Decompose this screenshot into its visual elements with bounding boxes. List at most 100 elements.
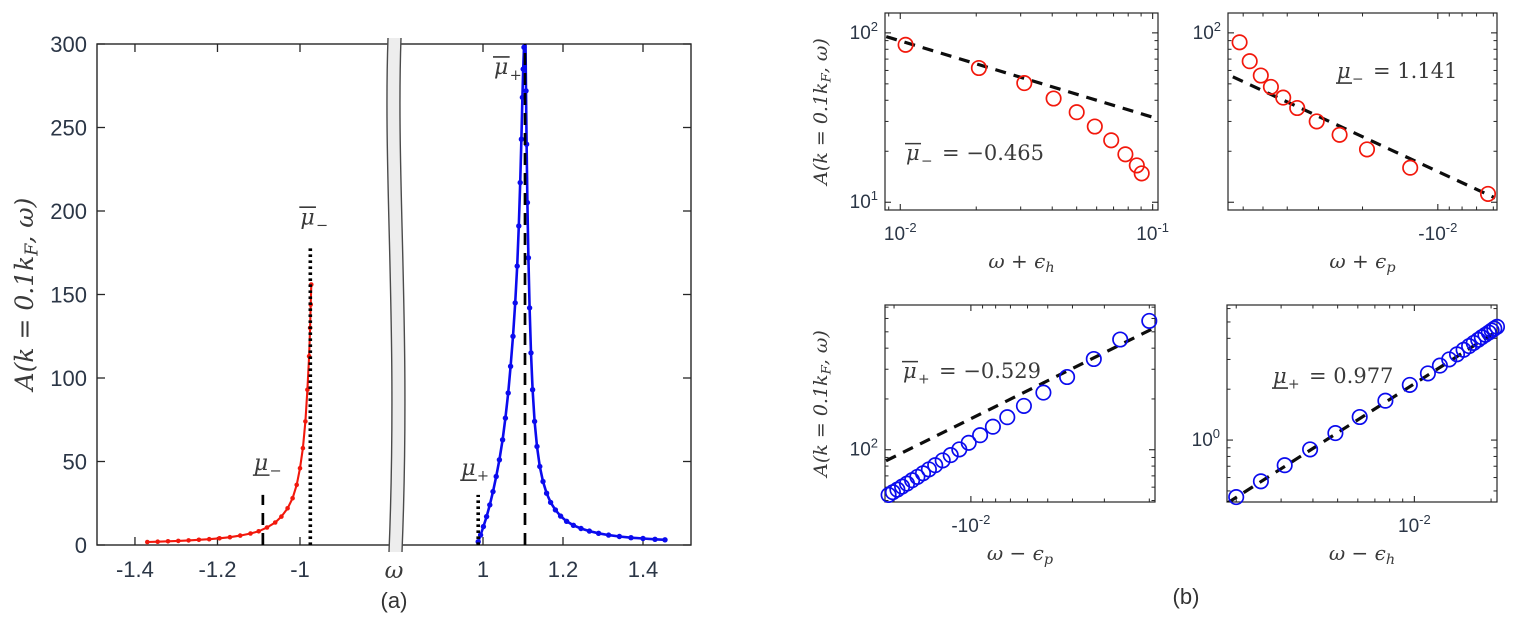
mu-plus-label-symbol: μ xyxy=(461,456,475,481)
data-point xyxy=(1085,350,1102,368)
exponent-annotation-symbol: μ xyxy=(1337,59,1351,83)
hole-branch-marker xyxy=(285,506,290,511)
hole-branch-marker xyxy=(217,536,222,541)
data-point xyxy=(1402,159,1419,176)
particle-branch-marker xyxy=(523,88,529,94)
panel-b-subplot-hole-edge-lower: 10-2 10-1 101 102 μ − = −0.465 ω + ϵh A(k = 0.1k… xyxy=(810,12,1169,276)
data-point xyxy=(1141,312,1158,329)
hole-branch-marker xyxy=(248,531,253,536)
data-point xyxy=(972,427,989,444)
x-tick-label: -1 xyxy=(290,557,310,582)
mu-bar-minus-label-subscript: − xyxy=(316,218,328,234)
hole-branch-marker xyxy=(272,520,278,525)
particle-branch-marker xyxy=(529,387,536,393)
particle-branch-marker xyxy=(570,522,577,528)
mu-minus-label-subscript: − xyxy=(270,464,282,480)
x-tick-label: -10-2 xyxy=(951,512,990,537)
data-point xyxy=(1252,67,1269,84)
data-point xyxy=(1327,425,1344,442)
hole-branch-marker xyxy=(256,529,262,534)
particle-branch-marker xyxy=(531,418,538,425)
particle-branch-marker xyxy=(662,537,668,543)
particle-branch-marker xyxy=(510,333,516,339)
particle-branch-line xyxy=(476,44,666,543)
data-point xyxy=(1241,53,1258,70)
data-point xyxy=(1112,331,1129,348)
mu-plus-label: μ + xyxy=(460,456,489,485)
data-point xyxy=(1331,126,1348,143)
y-tick-label: 0 xyxy=(75,533,87,558)
particle-branch-marker xyxy=(557,513,564,519)
exponent-annotation-symbol: μ xyxy=(906,141,920,165)
y-tick-label: 150 xyxy=(50,283,87,308)
data-point xyxy=(880,486,897,503)
particle-branch-marker xyxy=(640,535,646,542)
data-point xyxy=(934,452,951,469)
particle-branch-marker xyxy=(514,263,520,269)
particle-branch-marker xyxy=(520,66,526,72)
subplot-xlabel: ω + ϵp xyxy=(1329,249,1395,276)
data-point xyxy=(970,59,987,77)
data-point xyxy=(960,434,977,451)
particle-branch-marker xyxy=(516,223,522,229)
hole-branch-marker xyxy=(206,536,212,542)
exponent-annotation-value: = 0.977 xyxy=(1309,364,1393,388)
x-tick-label: 1.4 xyxy=(628,557,659,582)
particle-branch-marker xyxy=(518,136,525,142)
data-point xyxy=(1228,489,1245,506)
data-point xyxy=(1289,99,1306,117)
exponent-annotation: μ − = 1.141 xyxy=(1336,59,1457,87)
data-point xyxy=(1486,320,1503,337)
mu-bar-plus-label-symbol: μ xyxy=(494,55,508,80)
particle-branch-marker xyxy=(543,490,550,496)
particle-branch-marker xyxy=(526,305,533,311)
particle-branch-marker xyxy=(512,300,518,306)
data-point xyxy=(984,418,1001,435)
x-tick-label: -10-2 xyxy=(1418,220,1457,245)
axis-break-edge-left xyxy=(386,37,393,553)
particle-branch-marker xyxy=(477,532,484,538)
mu-bar-minus-label-symbol: μ xyxy=(300,205,314,230)
data-point xyxy=(1308,113,1325,130)
panel-b-subplot-particle-edge-upper: 10-2 100 μ + = 0.977 ω − ϵh xyxy=(1192,304,1506,568)
particle-branch-marker xyxy=(528,350,534,356)
data-point xyxy=(1128,157,1145,174)
x-tick-label: 10-1 xyxy=(1136,220,1169,245)
y-tick-label: 100 xyxy=(50,366,87,391)
hole-branch-marker xyxy=(279,514,284,519)
particle-branch-marker xyxy=(496,457,503,463)
subplot-xlabel: ω + ϵh xyxy=(988,249,1054,276)
y-tick-label: 102 xyxy=(850,436,878,461)
particle-branch-marker xyxy=(480,523,487,530)
panel-b-caption: (b) xyxy=(1172,584,1200,609)
hole-branch-marker xyxy=(186,538,191,543)
axis-break-band xyxy=(386,38,405,552)
particle-branch-marker xyxy=(507,363,514,369)
subplot-xlabel: ω − ϵp xyxy=(987,541,1053,568)
particle-branch-marker xyxy=(616,533,623,540)
hole-branch-line xyxy=(147,284,313,544)
data-point xyxy=(1488,318,1506,335)
particle-branch-marker xyxy=(563,518,570,524)
data-point xyxy=(1045,90,1062,107)
particle-branch-marker xyxy=(523,28,528,33)
data-point xyxy=(1016,75,1033,92)
subplot-xlabel: ω − ϵh xyxy=(1329,541,1395,568)
particle-branch-marker xyxy=(547,499,554,506)
particle-branch-marker xyxy=(595,530,602,536)
data-point xyxy=(1419,365,1436,382)
data-point xyxy=(1465,334,1482,351)
subplot-ylabel: A(k = 0.1kF, ω) xyxy=(810,38,834,187)
data-point xyxy=(1479,185,1497,202)
data-point xyxy=(1059,368,1076,386)
hole-branch-marker xyxy=(145,539,150,545)
particle-branch-marker xyxy=(499,437,506,443)
data-point xyxy=(904,472,921,489)
y-tick-label: 250 xyxy=(50,116,87,141)
hole-branch-series xyxy=(145,282,314,545)
mu-bar-plus-label-subscript: + xyxy=(510,68,522,84)
hole-branch-marker xyxy=(294,482,300,488)
x-tick-label: 1.2 xyxy=(548,557,579,582)
data-point xyxy=(1441,351,1458,368)
